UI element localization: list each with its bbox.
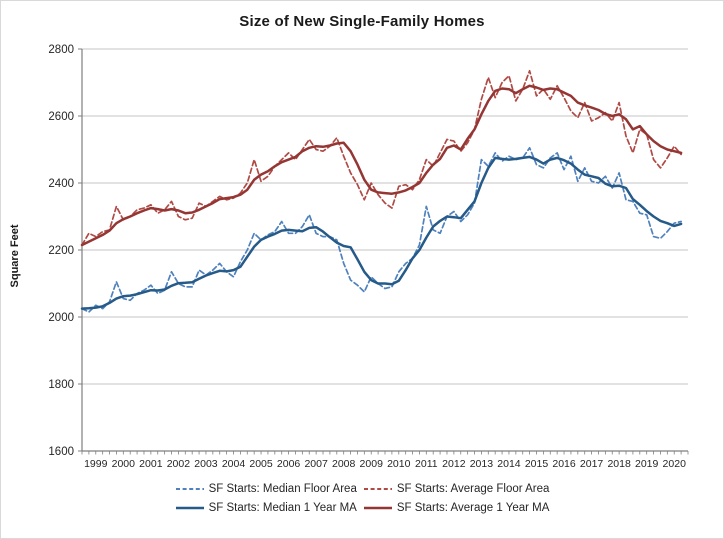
x-tick-label: 2018 [607, 458, 631, 470]
y-tick-label: 2600 [48, 111, 74, 123]
x-tick-label: 2015 [525, 458, 549, 470]
chart-title: Size of New Single-Family Homes [239, 13, 485, 30]
x-tick-label: 2020 [663, 458, 687, 470]
data-series-lines [80, 69, 683, 313]
x-tick-label: 2019 [635, 458, 659, 470]
chart-legend: SF Starts: Median Floor Area SF Starts: … [1, 483, 723, 514]
x-tick-label: 1999 [84, 458, 108, 470]
legend-label: SF Starts: Median 1 Year MA [208, 502, 357, 514]
x-tick-label: 2008 [332, 458, 356, 470]
series-line-sf-starts-median-1-year-ma [80, 155, 683, 310]
x-tick-label: 2012 [442, 458, 466, 470]
legend-label: SF Starts: Average 1 Year MA [396, 502, 550, 514]
series-line-sf-starts-average-floor-area [81, 69, 682, 246]
legend-row-quarterly: SF Starts: Median Floor Area SF Starts: … [175, 483, 550, 495]
y-tick-label: 2200 [48, 245, 74, 257]
y-tick-label: 2800 [48, 44, 74, 56]
legend-item-average-floor-area: SF Starts: Average Floor Area [363, 483, 550, 495]
series-line-sf-starts-median-floor-area [81, 146, 682, 313]
y-tick-label: 1800 [48, 379, 74, 391]
legend-item-average-1yr-ma: SF Starts: Average 1 Year MA [363, 502, 550, 514]
legend-row-moving-average: SF Starts: Median 1 Year MA SF Starts: A… [175, 502, 550, 514]
gridlines [82, 48, 688, 385]
x-tick-label: 2000 [112, 458, 136, 470]
x-tick-label: 2013 [470, 458, 494, 470]
axes [78, 48, 689, 455]
legend-label: SF Starts: Median Floor Area [208, 483, 357, 495]
solid-line-sample-blue [175, 506, 204, 510]
legend-item-median-floor-area: SF Starts: Median Floor Area [175, 483, 357, 495]
x-tick-label: 2006 [277, 458, 301, 470]
x-tick-label: 2014 [497, 458, 521, 470]
legend-item-median-1yr-ma: SF Starts: Median 1 Year MA [175, 502, 357, 514]
legend-label: SF Starts: Average Floor Area [396, 483, 550, 495]
x-tick-label: 2016 [552, 458, 576, 470]
x-tick-label: 2010 [387, 458, 411, 470]
dashed-line-sample-blue [175, 488, 204, 490]
series-line-sf-starts-average-1-year-ma [80, 84, 683, 247]
solid-line-sample-red [363, 506, 392, 510]
x-tick-label: 2005 [249, 458, 273, 470]
x-tick-label: 2017 [580, 458, 604, 470]
x-tick-label: 2007 [304, 458, 328, 470]
x-tick-label: 2001 [139, 458, 163, 470]
x-tick-label: 2003 [194, 458, 218, 470]
y-tick-label: 2000 [48, 312, 74, 324]
x-tick-label: 2009 [360, 458, 384, 470]
x-tick-label: 2004 [222, 458, 246, 470]
y-tick-label: 2400 [48, 178, 74, 190]
y-tick-label: 1600 [48, 446, 74, 458]
x-tick-label: 2011 [415, 458, 438, 470]
dashed-line-sample-red [363, 488, 392, 490]
x-tick-label: 2002 [167, 458, 191, 470]
